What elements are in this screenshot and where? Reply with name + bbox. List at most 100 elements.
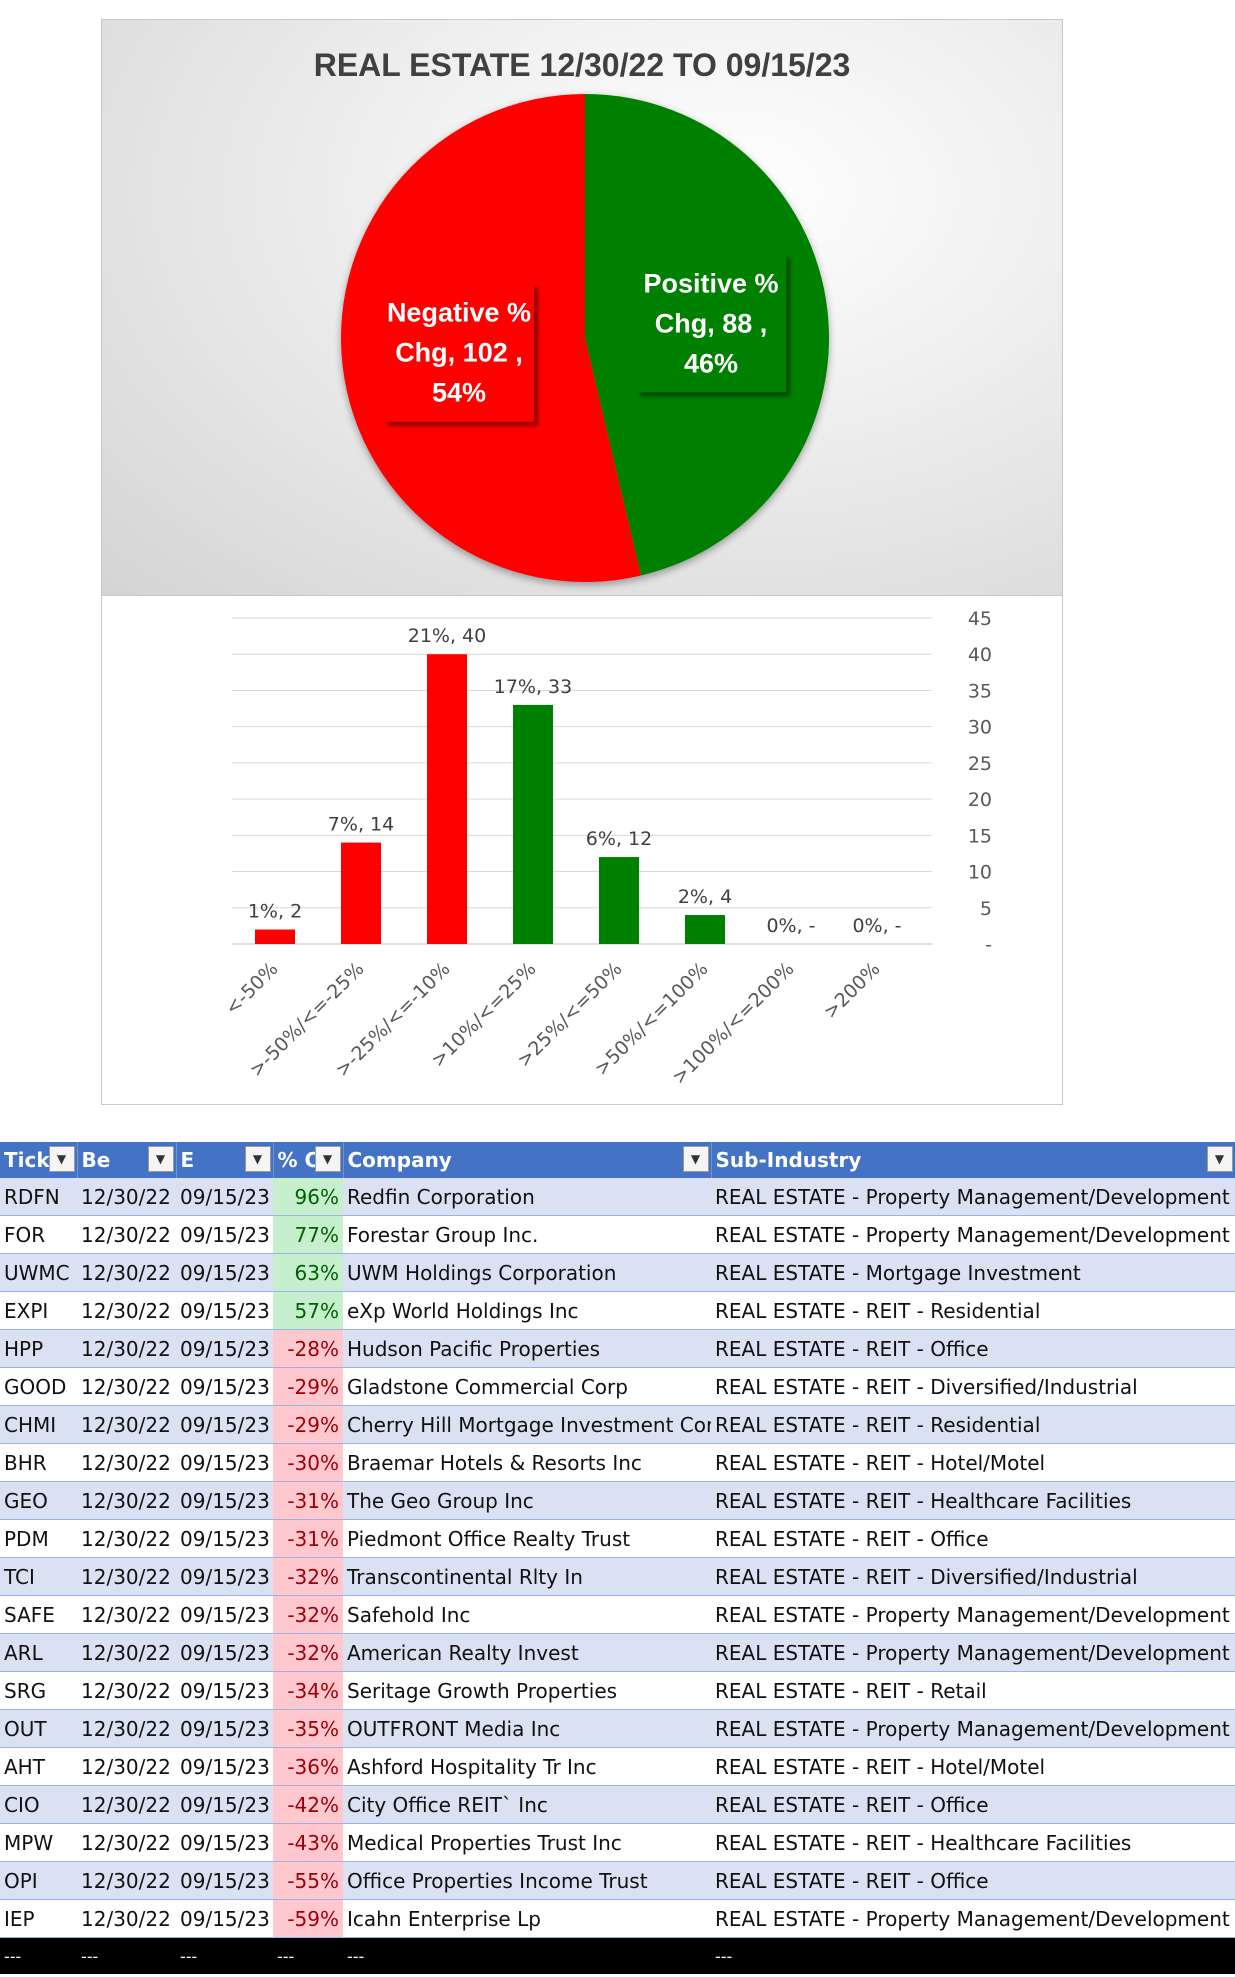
pct-change-cell: -43% xyxy=(273,1823,343,1862)
ticker-cell: BHR xyxy=(0,1443,77,1482)
filter-dropdown-icon[interactable]: ▼ xyxy=(1206,1146,1233,1172)
end-date-cell: 09/15/23 xyxy=(176,1747,273,1786)
company-cell: American Realty Invest xyxy=(343,1633,711,1672)
footer-cell: --- xyxy=(77,1937,176,1974)
ticker-cell: MPW xyxy=(0,1823,77,1862)
company-cell: Cherry Hill Mortgage Investment Corp xyxy=(343,1405,711,1444)
begin-date-cell: 12/30/22 xyxy=(77,1443,176,1482)
end-date-cell: 09/15/23 xyxy=(176,1823,273,1862)
end-date-cell: 09/15/23 xyxy=(176,1329,273,1368)
header-label: Sub-Industry xyxy=(715,1148,862,1172)
company-cell: Ashford Hospitality Tr Inc xyxy=(343,1747,711,1786)
x-category-label: >200% xyxy=(819,958,884,1023)
table-row: SRG 12/30/22 09/15/23 -34% Seritage Growth P… xyxy=(0,1671,1235,1710)
filter-dropdown-icon[interactable]: ▼ xyxy=(682,1146,709,1172)
table-footer-row: --- --- --- --- --- --- xyxy=(0,1937,1235,1974)
company-cell: UWM Holdings Corporation xyxy=(343,1253,711,1292)
footer-cell: --- xyxy=(176,1937,273,1974)
ticker-cell: AHT xyxy=(0,1747,77,1786)
pct-change-cell: -34% xyxy=(273,1671,343,1710)
sub-industry-cell: REAL ESTATE - REIT - Office xyxy=(711,1861,1235,1900)
pct-change-cell: -31% xyxy=(273,1481,343,1520)
end-date-cell: 09/15/23 xyxy=(176,1785,273,1824)
company-cell: Gladstone Commercial Corp xyxy=(343,1367,711,1406)
data-table: Tick ▼ Be ▼ E ▼ % C ▼ Company ▼ Sub-Industry ▼… xyxy=(0,1142,1235,1974)
company-cell: City Office REIT` Inc xyxy=(343,1785,711,1824)
pct-change-cell: -28% xyxy=(273,1329,343,1368)
company-cell: Braemar Hotels & Resorts Inc xyxy=(343,1443,711,1482)
company-cell: Medical Properties Trust Inc xyxy=(343,1823,711,1862)
bar xyxy=(513,704,553,944)
bar xyxy=(255,929,295,944)
data-label-line: Chg, 88 , xyxy=(655,308,768,338)
sub-industry-cell: REAL ESTATE - REIT - Diversified/Industr… xyxy=(711,1557,1235,1596)
company-cell: Office Properties Income Trust xyxy=(343,1861,711,1900)
header-label: % C xyxy=(277,1148,320,1172)
ticker-cell: OUT xyxy=(0,1709,77,1748)
sub-industry-cell: REAL ESTATE - REIT - Healthcare Faciliti… xyxy=(711,1823,1235,1862)
sub-industry-cell: REAL ESTATE - REIT - Hotel/Motel xyxy=(711,1443,1235,1482)
y-tick-label: - xyxy=(985,934,992,956)
end-date-cell: 09/15/23 xyxy=(176,1481,273,1520)
table-row: PDM 12/30/22 09/15/23 -31% Piedmont Office R… xyxy=(0,1519,1235,1558)
sub-industry-cell: REAL ESTATE - REIT - Residential xyxy=(711,1291,1235,1330)
header-label: E xyxy=(180,1148,195,1172)
pct-change-cell: 77% xyxy=(273,1215,343,1254)
gridlines xyxy=(232,617,932,945)
data-label-line: Chg, 102 , xyxy=(395,338,523,368)
end-date-cell: 09/15/23 xyxy=(176,1709,273,1748)
begin-date-cell: 12/30/22 xyxy=(77,1178,176,1216)
pct-change-cell: -35% xyxy=(273,1709,343,1748)
begin-date-cell: 12/30/22 xyxy=(77,1671,176,1710)
bar xyxy=(427,654,467,944)
ticker-cell: SAFE xyxy=(0,1595,77,1634)
footer-cell: --- xyxy=(343,1937,711,1974)
data-label-box xyxy=(383,283,534,422)
filter-dropdown-icon[interactable]: ▼ xyxy=(314,1146,341,1172)
end-date-cell: 09/15/23 xyxy=(176,1215,273,1254)
bar-data-label: 1%, 2 xyxy=(248,901,302,923)
begin-date-cell: 12/30/22 xyxy=(77,1785,176,1824)
company-cell: Piedmont Office Realty Trust xyxy=(343,1519,711,1558)
company-cell: The Geo Group Inc xyxy=(343,1481,711,1520)
sub-industry-cell: REAL ESTATE - REIT - Healthcare Faciliti… xyxy=(711,1481,1235,1520)
begin-date-cell: 12/30/22 xyxy=(77,1405,176,1444)
filter-dropdown-icon[interactable]: ▼ xyxy=(48,1146,75,1172)
begin-date-cell: 12/30/22 xyxy=(77,1557,176,1596)
header-pct-change: % C ▼ xyxy=(273,1142,344,1178)
company-cell: Safehold Inc xyxy=(343,1595,711,1634)
company-cell: Seritage Growth Properties xyxy=(343,1671,711,1710)
y-tick-label: 35 xyxy=(968,680,992,702)
sub-industry-cell: REAL ESTATE - REIT - Diversified/Industr… xyxy=(711,1367,1235,1406)
begin-date-cell: 12/30/22 xyxy=(77,1215,176,1254)
end-date-cell: 09/15/23 xyxy=(176,1557,273,1596)
company-cell: Forestar Group Inc. xyxy=(343,1215,711,1254)
table-row: CHMI 12/30/22 09/15/23 -29% Cherry Hill Mort… xyxy=(0,1405,1235,1444)
begin-date-cell: 12/30/22 xyxy=(77,1747,176,1786)
ticker-cell: TCI xyxy=(0,1557,77,1596)
bar xyxy=(685,915,725,944)
bar-data-label: 0%, - xyxy=(852,915,901,937)
table-row: CIO 12/30/22 09/15/23 -42% City Office REIT`… xyxy=(0,1785,1235,1824)
ticker-cell: EXPI xyxy=(0,1291,77,1330)
y-tick-label: 15 xyxy=(968,825,992,847)
end-date-cell: 09/15/23 xyxy=(176,1861,273,1900)
pie-chart: REAL ESTATE 12/30/22 TO 09/15/23 Positive… xyxy=(314,47,850,582)
y-tick-label: 10 xyxy=(968,862,992,884)
sub-industry-cell: REAL ESTATE - REIT - Office xyxy=(711,1329,1235,1368)
pct-change-cell: -42% xyxy=(273,1785,343,1824)
sub-industry-cell: REAL ESTATE - Mortgage Investment xyxy=(711,1253,1235,1292)
filter-dropdown-icon[interactable]: ▼ xyxy=(147,1146,174,1172)
begin-date-cell: 12/30/22 xyxy=(77,1633,176,1672)
pct-change-cell: -29% xyxy=(273,1367,343,1406)
begin-date-cell: 12/30/22 xyxy=(77,1291,176,1330)
filter-dropdown-icon[interactable]: ▼ xyxy=(244,1146,271,1172)
data-label-line: 46% xyxy=(684,348,738,378)
footer-cell: --- xyxy=(273,1937,343,1974)
end-date-cell: 09/15/23 xyxy=(176,1595,273,1634)
sub-industry-cell: REAL ESTATE - Property Management/Develo… xyxy=(711,1709,1235,1748)
begin-date-cell: 12/30/22 xyxy=(77,1709,176,1748)
table-row: BHR 12/30/22 09/15/23 -30% Braemar Hotels & … xyxy=(0,1443,1235,1482)
company-cell: Icahn Enterprise Lp xyxy=(343,1899,711,1938)
